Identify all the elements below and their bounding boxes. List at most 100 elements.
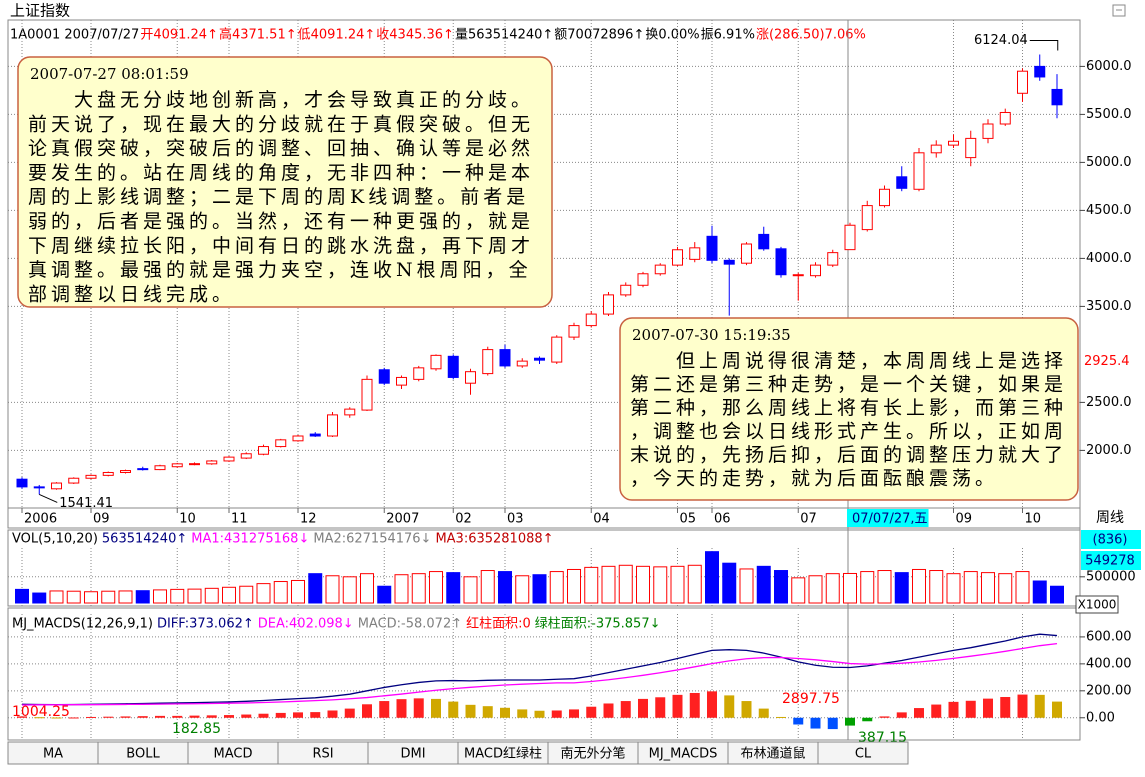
volume-count: (836) (1093, 533, 1128, 548)
note-line: 但上周说得很清楚，本周周线上是选择 (630, 350, 1067, 372)
x-tick-label: 2007 (386, 512, 419, 527)
macd-bar (293, 712, 303, 718)
note-time: 2007-07-30 15:19:35 (632, 326, 791, 344)
count-box (1081, 530, 1141, 549)
macd-bar (914, 708, 924, 718)
header-item: MA1:431275168↓ (191, 532, 309, 547)
note-line: 弱的，后者是强的。当然，还有一种更强的，就是 (28, 211, 534, 233)
macd-bar (172, 715, 183, 718)
tab-label[interactable]: 南无外分笔 (560, 746, 625, 762)
volume-bar (722, 562, 737, 604)
header-item: DIFF:373.062↑ (157, 617, 254, 632)
volume-bar (170, 588, 185, 604)
candle-body (723, 259, 735, 265)
candle-body (689, 247, 701, 260)
macd-bar (500, 707, 510, 718)
candle-body (551, 336, 563, 363)
note-line: 下周继续拉长阳，中间有日的跳水洗盘，再下周才 (28, 235, 534, 257)
note-line: 大盘无分歧地创新高，才会导致真正的分歧。 (28, 89, 534, 111)
tab-label[interactable]: MACD红绿柱 (464, 746, 542, 762)
candle-body (430, 354, 442, 370)
macd-bar (896, 712, 907, 718)
macd-bar (189, 715, 200, 718)
tab-label[interactable]: DMI (400, 747, 425, 762)
volume-bar (1015, 571, 1030, 604)
macd-bar (827, 717, 838, 730)
header-item: 低4091.24↑ (298, 28, 376, 43)
candle-body (120, 470, 131, 473)
info-row: 1A0001 2007/07/27 开4091.24↑ 高4371.51↑ 低4091… (10, 27, 866, 43)
volume-bar (256, 583, 271, 604)
macd-bar (68, 717, 79, 719)
candle-body (51, 482, 62, 490)
macd-bar (103, 716, 114, 718)
macd-bar (344, 708, 355, 718)
volume-bar (843, 572, 857, 604)
tab-label[interactable]: MJ_MACDS (649, 747, 718, 762)
volume-cursor-value: 549278 (1085, 554, 1135, 569)
candle-body (620, 284, 632, 296)
low-leader (39, 493, 58, 503)
header-item: 开4091.24↑ (140, 28, 218, 43)
candle-body (85, 474, 97, 479)
macd-bar (258, 713, 269, 718)
volume-bar (32, 592, 47, 604)
y-tick-label: 400.00 (1086, 656, 1132, 671)
volume-bar (135, 590, 150, 604)
extreme-label: 1004.25 (12, 704, 70, 720)
tab-label[interactable]: BOLL (126, 747, 160, 762)
macd-bar (707, 691, 717, 718)
note-line: 第二种，那么周线上将有长上影，而第三种 (630, 397, 1067, 419)
header-item: DEA:402.098↓ (258, 617, 354, 632)
candle-body (930, 144, 942, 154)
volume-bar (325, 575, 340, 604)
volume-bar (808, 575, 823, 604)
macd-bar (845, 717, 855, 726)
tab-label[interactable]: RSI (312, 747, 333, 762)
macd-bar (672, 694, 683, 718)
y-tick-label: 500000 (1086, 569, 1136, 584)
tab-label[interactable]: 布林通道鼠 (740, 747, 805, 762)
note-line: ，今天的走势，就为后面酝酿震荡。 (630, 468, 998, 490)
x-tick-label: 12 (300, 512, 317, 527)
macd-bar (17, 716, 27, 718)
x-tick-label: 07/07/27,五 (852, 512, 928, 527)
volume-bar (601, 565, 616, 604)
volume-bar (515, 575, 530, 604)
volume-bar (49, 590, 64, 604)
note-line: 真调整。最强的就是强力夹空，连收N根周阳，全 (28, 259, 532, 281)
candle-body (603, 294, 614, 315)
y-tick-label: 6000.0 (1086, 59, 1132, 74)
y-tick-label: 2000.0 (1086, 443, 1132, 458)
candle-body (327, 414, 338, 437)
candle-body (810, 264, 821, 277)
macd-bar (327, 710, 338, 718)
tab-label[interactable]: CL (855, 747, 872, 762)
header-item: 收4345.36↑ (376, 28, 454, 43)
macd-bar (776, 716, 786, 718)
candle-body (999, 111, 1011, 125)
x-tick-label: 03 (507, 512, 524, 527)
volume-bar (101, 590, 116, 604)
y-tick-label: 5500.0 (1086, 107, 1132, 122)
macd-bar (379, 701, 390, 718)
macd-bar (396, 699, 407, 718)
low-label: 1541.41 (59, 496, 113, 511)
volume-bar (153, 589, 167, 604)
tab-label[interactable]: MACD (214, 747, 253, 762)
tab[interactable] (817, 741, 909, 765)
macd-bar (51, 717, 62, 719)
volume-bar (618, 564, 633, 604)
tab-label[interactable]: MA (43, 747, 63, 762)
window-icon[interactable] (1112, 4, 1126, 17)
volume-bar (929, 570, 944, 604)
volume-bar (291, 579, 305, 604)
candle-body (482, 349, 494, 375)
note-box (619, 317, 1079, 501)
macd-bar (569, 709, 579, 718)
candle-body (1051, 88, 1063, 106)
note-line: 论真假突破，突破后的调整、回抽、确认等是必然 (28, 138, 534, 160)
header-item: 563514240↑ (102, 532, 187, 547)
candle-body (913, 152, 925, 190)
